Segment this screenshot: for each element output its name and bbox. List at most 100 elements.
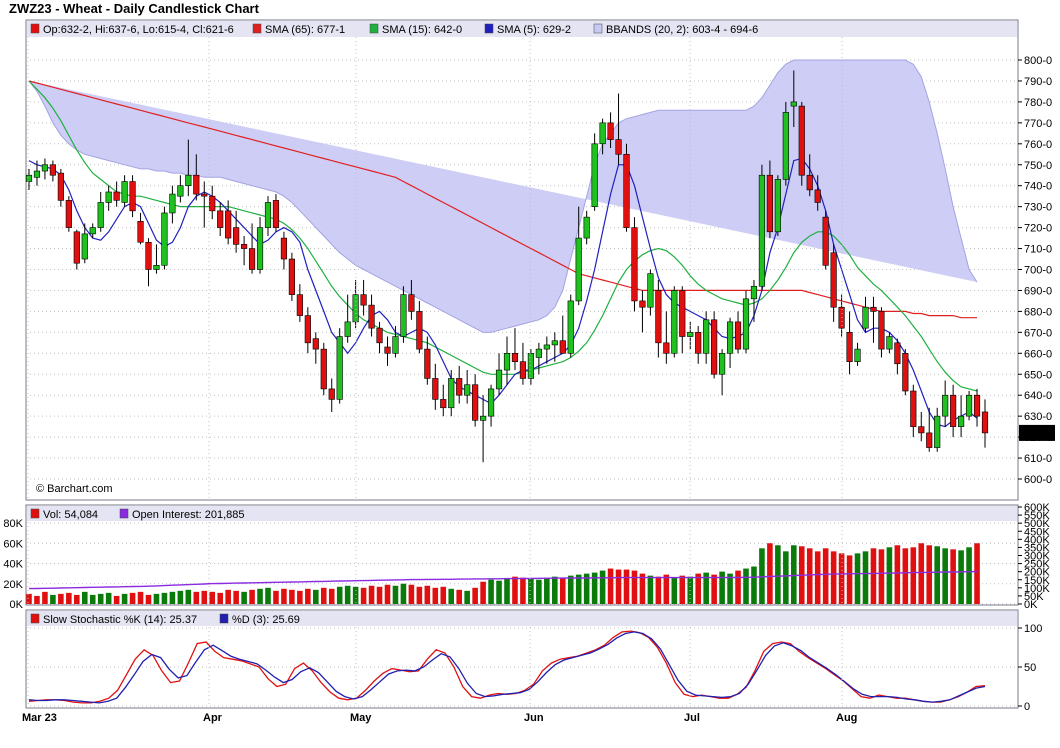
candle (368, 294, 375, 337)
chart-title: ZWZ23 - Wheat - Daily Candlestick Chart (9, 1, 259, 16)
candle-body (209, 195, 216, 212)
candle (687, 321, 694, 350)
bollinger-band (28, 59, 978, 333)
candle (177, 175, 184, 203)
candle-body (782, 112, 789, 180)
volume-bar (448, 588, 455, 604)
price-tick-label: 730-0 (1024, 202, 1052, 214)
candle-body (822, 216, 829, 266)
candle (440, 384, 447, 417)
volume-right-tick-label: 500K (1024, 518, 1050, 530)
price-tick-label: 650-0 (1024, 369, 1052, 381)
volume-bar (822, 548, 829, 604)
candle-body (408, 294, 415, 312)
candle-body (615, 139, 622, 155)
candle (288, 252, 295, 301)
candle-body (519, 361, 527, 379)
volume-bar (424, 585, 431, 604)
volume-bar (567, 575, 574, 604)
candle-body (567, 300, 574, 354)
volume-bar (273, 590, 279, 604)
candle-body (591, 143, 598, 207)
candle (376, 321, 383, 354)
candle (432, 363, 439, 410)
price-tick-label: 680-0 (1024, 306, 1052, 318)
candle (814, 175, 821, 211)
price-tick-label: 640-0 (1024, 390, 1052, 402)
volume-bar (129, 592, 136, 604)
candle (145, 238, 152, 287)
volume-bar (878, 549, 885, 604)
volume-bar (735, 570, 741, 604)
volume-bar (113, 595, 120, 604)
candle (719, 349, 726, 396)
candle-body (400, 294, 407, 337)
candle (416, 300, 423, 354)
volume-bar (305, 588, 311, 604)
volume-bar (902, 548, 909, 604)
candle-body (376, 327, 383, 344)
candle-body (527, 352, 534, 379)
volume-bar (958, 550, 964, 604)
candle (758, 164, 766, 291)
volume-bar (376, 586, 383, 604)
volume-bar (153, 593, 160, 604)
candle-body (543, 344, 550, 350)
candle-body (742, 298, 750, 350)
candle-body (846, 332, 853, 362)
candle-body (647, 273, 654, 308)
volume-bar (145, 594, 152, 604)
candle (33, 160, 41, 186)
candle-body (169, 193, 176, 214)
candle (360, 279, 367, 316)
candle (551, 332, 558, 362)
volume-bar (297, 590, 303, 604)
candle-body (65, 200, 72, 228)
legend-stoch-d: %D (3): 25.69 (232, 614, 300, 626)
candle (703, 311, 710, 364)
date-label: Aug (836, 712, 857, 724)
volume-bar (105, 592, 112, 604)
candle (153, 244, 160, 274)
candle-body (392, 336, 399, 354)
candle-body (288, 258, 295, 295)
candle (89, 223, 96, 239)
volume-bar (313, 589, 319, 604)
volume-bar (846, 555, 853, 604)
volume-bar (328, 588, 335, 604)
legend-vol-swatch (30, 508, 40, 519)
candle-body (878, 311, 885, 350)
candle (679, 286, 686, 354)
candle (241, 235, 248, 266)
volume-left-tick-label: 60K (3, 538, 23, 550)
volume-bar (193, 591, 200, 604)
candle (65, 196, 72, 232)
candle (304, 307, 311, 354)
candle (750, 279, 758, 322)
volume-bar (607, 568, 614, 604)
price-tick-label: 610-0 (1024, 453, 1052, 465)
volume-bar (336, 586, 343, 604)
price-tick-label: 720-0 (1024, 223, 1052, 235)
volume-bar (368, 585, 375, 604)
volume-bar (791, 545, 797, 604)
volume-bar (26, 593, 32, 604)
candle-body (973, 394, 981, 417)
volume-right-tick-label: 300K (1024, 551, 1050, 563)
volume-bar (711, 574, 717, 604)
legend-stoch-k: Slow Stochastic %K (14): 25.37 (43, 614, 197, 626)
volume-bar (400, 583, 407, 604)
candle-body (487, 388, 495, 417)
candle (575, 206, 582, 306)
candle-body (774, 179, 781, 233)
candle-body (336, 336, 343, 400)
volume-bar (918, 543, 925, 604)
legend-ohlc: Op:632-2, Hi:637-6, Lo:615-4, Cl:621-6 (43, 24, 234, 36)
volume-bar (233, 590, 239, 604)
candle-body (424, 348, 431, 379)
candle-body (726, 321, 734, 354)
candle-body (806, 174, 813, 191)
candle-body (33, 170, 41, 178)
candle (862, 296, 869, 333)
candles (25, 70, 989, 463)
